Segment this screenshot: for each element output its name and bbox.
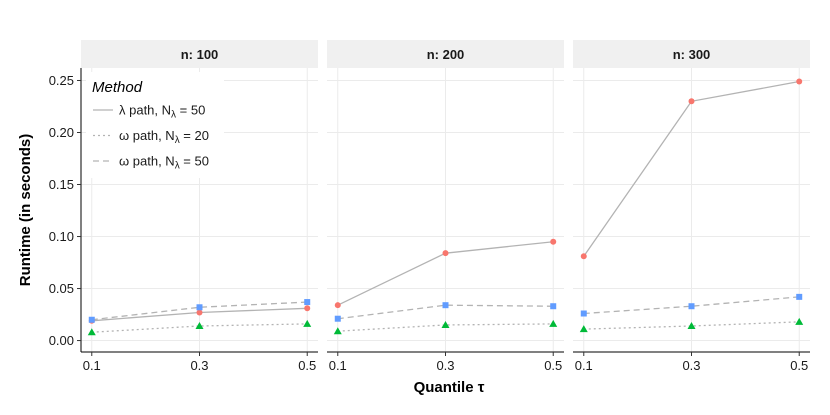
x-tick-label: 0.1 xyxy=(83,358,101,373)
data-point-series-1 xyxy=(550,238,557,245)
data-point-series-2 xyxy=(579,325,588,333)
legend-title: Method xyxy=(92,79,143,96)
data-point-series-1 xyxy=(796,78,803,85)
x-tick-label: 0.5 xyxy=(298,358,316,373)
y-tick-label: 0.15 xyxy=(49,177,74,192)
data-point-series-3 xyxy=(442,302,449,309)
series-line-2 xyxy=(91,323,308,333)
facet-panel-n-200: n: 200 0.1 0.3 0.5 xyxy=(327,40,564,373)
data-point-series-1 xyxy=(442,250,449,257)
y-axis-title: Runtime (in seconds) xyxy=(17,134,34,287)
series-line-2 xyxy=(583,321,800,330)
facet-strip xyxy=(573,40,810,68)
series-line-3 xyxy=(583,296,800,315)
x-tick-label: 0.1 xyxy=(329,358,347,373)
data-point-series-1 xyxy=(304,305,311,312)
facet-panel-n-100: n: 100 0.1 0.3 0.5 0.00 0.05 0.10 0.15 0.20 0.25 xyxy=(49,40,318,373)
y-tick-label: 0.05 xyxy=(49,281,74,296)
data-point-series-2 xyxy=(333,327,342,335)
data-point-series-3 xyxy=(88,316,95,323)
data-point-series-3 xyxy=(304,299,311,306)
x-tick-label: 0.1 xyxy=(575,358,593,373)
data-point-series-3 xyxy=(334,315,341,322)
x-tick-label: 0.5 xyxy=(544,358,562,373)
data-point-series-1 xyxy=(688,98,695,105)
data-point-series-2 xyxy=(795,317,804,325)
data-point-series-2 xyxy=(549,319,558,327)
legend-label-2: ω path, Nλ = 20 xyxy=(119,128,209,146)
series-line-3 xyxy=(337,304,554,320)
data-point-series-1 xyxy=(196,309,203,316)
facet-strip-label: n: 300 xyxy=(673,47,711,62)
x-axis-title: Quantile τ xyxy=(414,379,485,396)
y-tick-label: 0.00 xyxy=(49,333,74,348)
data-point-series-2 xyxy=(687,321,696,329)
facet-strip-label: n: 200 xyxy=(427,47,465,62)
data-point-series-1 xyxy=(580,253,587,260)
facet-panel-n-300: n: 300 0.1 0.3 0.5 xyxy=(573,40,810,373)
data-point-series-2 xyxy=(87,328,96,336)
data-point-series-3 xyxy=(796,293,803,300)
data-point-series-3 xyxy=(580,310,587,317)
y-tick-label: 0.10 xyxy=(49,229,74,244)
data-point-series-2 xyxy=(303,319,312,327)
data-point-series-2 xyxy=(195,321,204,329)
legend-background xyxy=(86,72,224,178)
legend-label-3: ω path, Nλ = 50 xyxy=(119,154,209,172)
facet-strip xyxy=(327,40,564,68)
data-point-series-3 xyxy=(688,303,695,310)
x-tick-label: 0.3 xyxy=(436,358,454,373)
facet-strip xyxy=(81,40,318,68)
x-tick-label: 0.3 xyxy=(190,358,208,373)
legend: Method λ path, Nλ = 50 ω path, Nλ = 20 ω pa… xyxy=(86,72,224,178)
data-point-series-2 xyxy=(441,320,450,328)
series-line-2 xyxy=(337,323,554,332)
data-point-series-3 xyxy=(550,303,557,310)
series-line-3 xyxy=(91,301,308,321)
legend-label-1: λ path, Nλ = 50 xyxy=(119,103,205,121)
x-tick-label: 0.5 xyxy=(790,358,808,373)
data-point-series-3 xyxy=(196,304,203,311)
facet-strip-label: n: 100 xyxy=(181,47,219,62)
x-tick-label: 0.3 xyxy=(682,358,700,373)
y-tick-label: 0.25 xyxy=(49,73,74,88)
y-tick-label: 0.20 xyxy=(49,125,74,140)
data-point-series-1 xyxy=(334,302,341,309)
